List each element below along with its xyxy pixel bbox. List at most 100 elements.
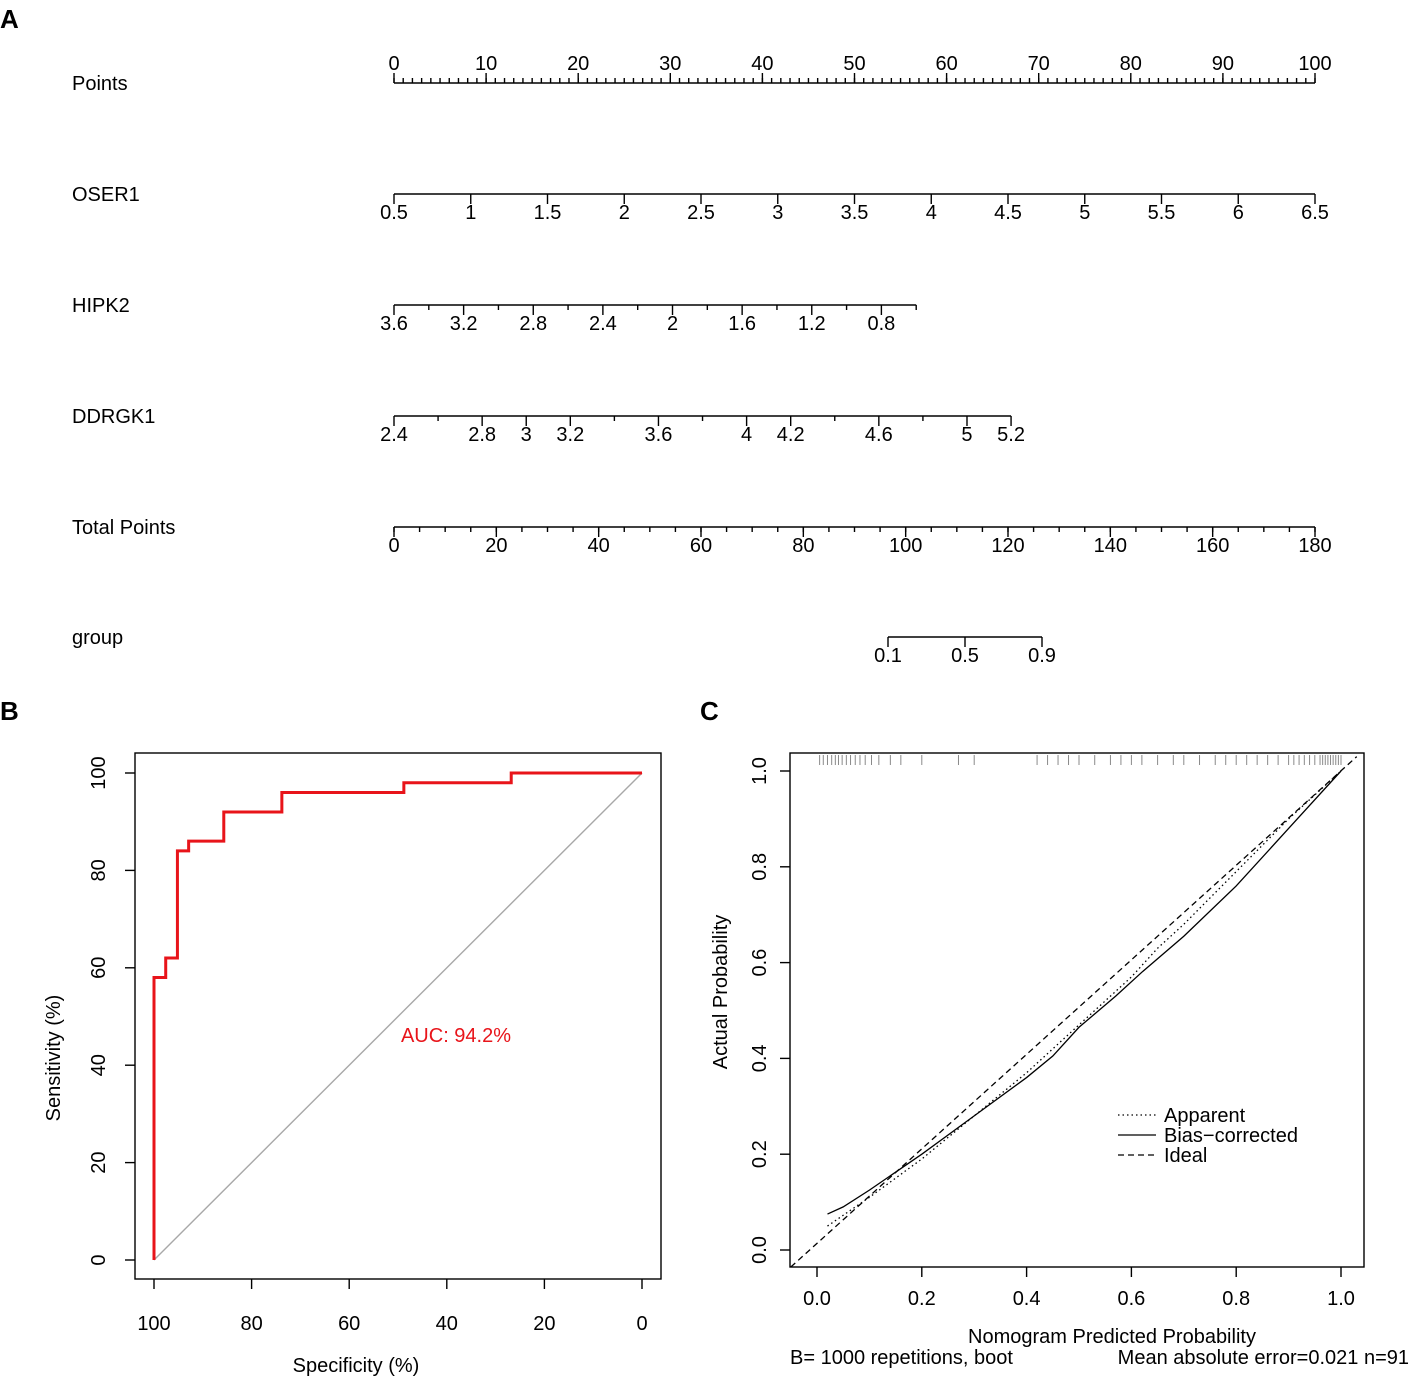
nomogram-tick-label-oser1: 1: [465, 202, 476, 224]
calibration-y-tick-label: 0.6: [749, 949, 771, 977]
roc-y-tick-label: 60: [88, 957, 110, 979]
nomogram-tick-label-oser1: 6: [1233, 202, 1244, 224]
nomogram-label-group: group: [72, 627, 123, 649]
nomogram-tick-label-ddrgk1: 4.6: [865, 424, 893, 446]
calibration-x-tick-label: 0.8: [1222, 1288, 1250, 1310]
nomogram-tick-label-hipk2: 2: [667, 313, 678, 335]
roc-x-axis-label: Specificity (%): [293, 1355, 420, 1377]
auc-annotation: AUC: 94.2%: [401, 1025, 511, 1047]
calibration-x-tick-label: 0.2: [908, 1288, 936, 1310]
nomogram-tick-label-total-points: 20: [485, 535, 507, 557]
roc-x-tick-label: 60: [338, 1313, 360, 1335]
calibration-x-tick-label: 0.0: [803, 1288, 831, 1310]
nomogram-tick-label-oser1: 4: [926, 202, 937, 224]
roc-x-tick-label: 0: [636, 1313, 647, 1335]
nomogram-tick-label-oser1: 3.5: [841, 202, 869, 224]
nomogram-tick-label-total-points: 120: [991, 535, 1024, 557]
nomogram-tick-label-points: 10: [475, 53, 497, 75]
nomogram-label-total-points: Total Points: [72, 517, 175, 539]
roc-y-axis-label: Sensitivity (%): [43, 995, 65, 1122]
nomogram-tick-label-points: 70: [1028, 53, 1050, 75]
nomogram-tick-label-oser1: 1.5: [534, 202, 562, 224]
nomogram-tick-label-total-points: 180: [1298, 535, 1331, 557]
nomogram-tick-label-total-points: 100: [889, 535, 922, 557]
calibration-y-tick-label: 0.8: [749, 853, 771, 881]
calibration-plot-box: [789, 752, 1365, 1268]
calibration-y-tick-label: 1.0: [749, 757, 771, 785]
nomogram-tick-label-points: 0: [388, 53, 399, 75]
nomogram-tick-label-points: 50: [843, 53, 865, 75]
roc-y-tick-label: 40: [88, 1054, 110, 1076]
nomogram-tick-label-oser1: 6.5: [1301, 202, 1329, 224]
roc-x-tick-label: 20: [533, 1313, 555, 1335]
calibration-series-solid: [827, 770, 1342, 1215]
calibration-y-tick-label: 0.2: [749, 1140, 771, 1168]
roc-panel: Specificity (%) Sensitivity (%) AUC: 94.…: [43, 752, 662, 1377]
nomogram-tick-label-ddrgk1: 5: [961, 424, 972, 446]
nomogram-tick-label-oser1: 2.5: [687, 202, 715, 224]
nomogram-tick-label-oser1: 4.5: [994, 202, 1022, 224]
nomogram-tick-label-ddrgk1: 5.2: [997, 424, 1025, 446]
panel-label-a: A: [0, 4, 19, 34]
nomogram-tick-label-points: 20: [567, 53, 589, 75]
roc-x-tick-label: 40: [436, 1313, 458, 1335]
nomogram-tick-label-points: 30: [659, 53, 681, 75]
nomogram-tick-label-ddrgk1: 3: [521, 424, 532, 446]
nomogram-tick-label-oser1: 2: [619, 202, 630, 224]
nomogram-tick-label-points: 100: [1298, 53, 1331, 75]
legend-label-dotted: Apparent: [1164, 1105, 1246, 1127]
nomogram-tick-label-group: 0.5: [951, 645, 979, 667]
panel-label-c: C: [700, 696, 719, 726]
roc-curve: [152, 771, 642, 1260]
panel-label-b: B: [0, 696, 19, 726]
nomogram-tick-label-total-points: 80: [792, 535, 814, 557]
nomogram-tick-label-total-points: 140: [1094, 535, 1127, 557]
nomogram-tick-label-oser1: 5.5: [1148, 202, 1176, 224]
nomogram-tick-label-hipk2: 1.2: [798, 313, 826, 335]
calibration-series-dashed: [790, 756, 1358, 1268]
nomogram-tick-label-ddrgk1: 2.8: [468, 424, 496, 446]
nomogram-tick-label-points: 60: [935, 53, 957, 75]
roc-x-tick-label: 80: [240, 1313, 262, 1335]
nomogram-label-points: Points: [72, 73, 128, 95]
nomogram-tick-label-total-points: 160: [1196, 535, 1229, 557]
calibration-x-tick-label: 0.6: [1117, 1288, 1145, 1310]
roc-y-tick-label: 100: [88, 756, 110, 789]
calibration-footer-right: Mean absolute error=0.021 n=91: [1118, 1347, 1409, 1369]
nomogram-tick-label-ddrgk1: 4: [741, 424, 752, 446]
nomogram-tick-label-total-points: 60: [690, 535, 712, 557]
nomogram-tick-label-hipk2: 2.4: [589, 313, 617, 335]
nomogram-tick-label-hipk2: 3.6: [380, 313, 408, 335]
nomogram-tick-label-oser1: 0.5: [380, 202, 408, 224]
legend-label-dashed: Ideal: [1164, 1145, 1207, 1167]
nomogram-tick-label-hipk2: 1.6: [728, 313, 756, 335]
roc-y-tick-label: 20: [88, 1151, 110, 1173]
nomogram-tick-label-ddrgk1: 3.2: [556, 424, 584, 446]
calibration-footer-left: B= 1000 repetitions, boot: [790, 1347, 1013, 1369]
calibration-x-axis-label: Nomogram Predicted Probability: [968, 1326, 1256, 1348]
nomogram-tick-label-hipk2: 2.8: [519, 313, 547, 335]
calibration-x-tick-label: 0.4: [1013, 1288, 1041, 1310]
nomogram-tick-label-total-points: 0: [388, 535, 399, 557]
nomogram-label-hipk2: HIPK2: [72, 295, 130, 317]
nomogram-tick-label-total-points: 40: [588, 535, 610, 557]
roc-x-tick-label: 100: [137, 1313, 170, 1335]
calibration-panel: Nomogram Predicted Probability Actual Pr…: [710, 752, 1409, 1369]
nomogram-tick-label-points: 80: [1120, 53, 1142, 75]
nomogram-tick-label-points: 90: [1212, 53, 1234, 75]
nomogram-label-ddrgk1: DDRGK1: [72, 406, 155, 428]
nomogram-tick-label-oser1: 5: [1079, 202, 1090, 224]
nomogram-label-oser1: OSER1: [72, 184, 140, 206]
nomogram-tick-label-hipk2: 3.2: [450, 313, 478, 335]
roc-diagonal-line: [153, 772, 643, 1261]
calibration-y-tick-label: 0.0: [749, 1236, 771, 1264]
nomogram-tick-label-ddrgk1: 2.4: [380, 424, 408, 446]
nomogram-tick-label-ddrgk1: 4.2: [777, 424, 805, 446]
nomogram-tick-label-group: 0.9: [1028, 645, 1056, 667]
roc-plot-box: [134, 752, 662, 1280]
nomogram-tick-label-points: 40: [751, 53, 773, 75]
calibration-y-axis-label: Actual Probability: [710, 915, 732, 1070]
calibration-series-dotted: [827, 770, 1342, 1227]
